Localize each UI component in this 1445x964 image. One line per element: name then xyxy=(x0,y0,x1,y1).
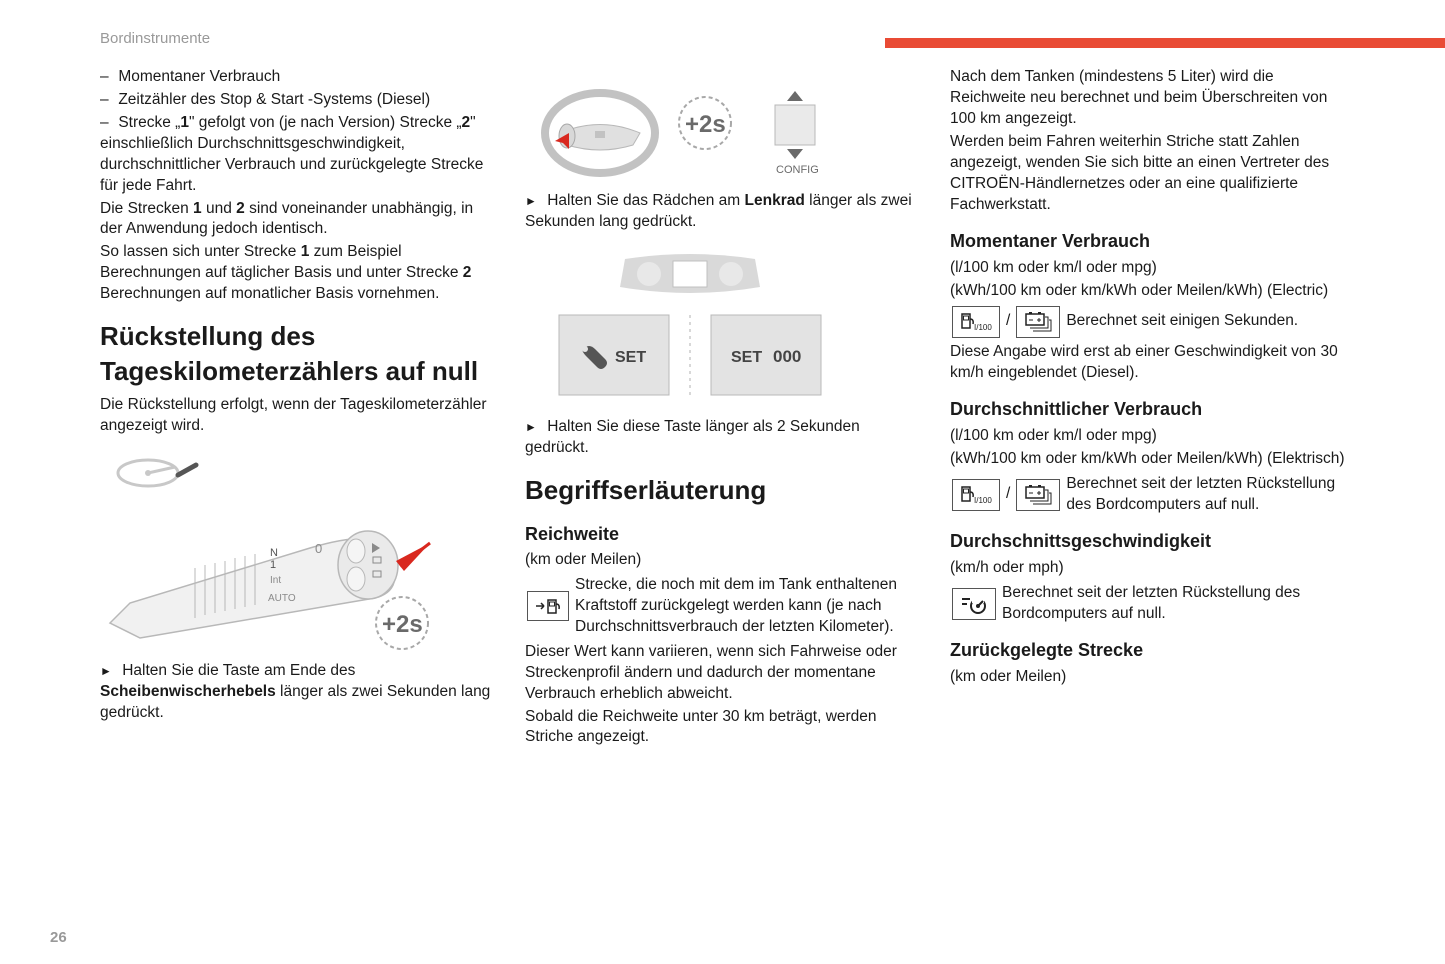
subheading-moment-consumption: Momentaner Verbrauch xyxy=(950,229,1345,253)
fuel-range-icon xyxy=(527,591,569,621)
units-line: (km/h oder mph) xyxy=(950,558,1345,579)
subheading-avg-speed: Durchschnittsgeschwindigkeit xyxy=(950,529,1345,553)
bullet-item: – Strecke „1" gefolgt von (je nach Versi… xyxy=(100,113,495,197)
dash-icon: – xyxy=(100,67,114,88)
bold-part: Lenkrad xyxy=(745,192,805,209)
reset-intro: Die Rückstellung erfolgt, wenn der Tages… xyxy=(100,395,495,437)
bold-part: Scheibenwischerhebels xyxy=(100,683,276,700)
icon-text-row: I/100 / Berechnet seit einigen Sekunden. xyxy=(950,306,1345,338)
battery-stack-icon xyxy=(1016,479,1060,511)
triangle-marker-icon: ► xyxy=(525,419,537,435)
page-container: Bordinstrumente – Momentaner Verbrauch –… xyxy=(0,0,1445,964)
svg-text:0: 0 xyxy=(315,541,322,556)
range-body-1: Strecke, die noch mit dem im Tank enthal… xyxy=(575,575,920,638)
column-1: – Momentaner Verbrauch – Zeitzähler des … xyxy=(100,67,495,750)
icon-text-row: I/100 / Berechnet seit der letzten Rücks… xyxy=(950,474,1345,516)
icon-text-row: Berechnet seit der letzten Rückstellung … xyxy=(950,583,1345,625)
bold-1: 1 xyxy=(180,114,189,131)
text-part: So lassen sich unter Strecke xyxy=(100,243,301,260)
set-buttons-diagram: SET SET 000 xyxy=(525,249,920,409)
moment-body-1: Berechnet seit einigen Sekunden. xyxy=(1066,311,1345,332)
triangle-marker-icon: ► xyxy=(525,193,537,209)
range-body-2: Dieser Wert kann variieren, wenn sich Fa… xyxy=(525,642,920,705)
bold-2: 2 xyxy=(462,114,471,131)
heading-reset-trip: Rückstellung des Tageskilometerzählers a… xyxy=(100,319,495,389)
units-line: (kWh/100 km oder km/kWh oder Meilen/kWh)… xyxy=(950,449,1345,470)
bullet-text: Zeitzähler des Stop & Start -Systems (Di… xyxy=(118,91,430,108)
bullet-item: – Zeitzähler des Stop & Start -Systems (… xyxy=(100,90,495,111)
units-line: (l/100 km oder km/l oder mpg) xyxy=(950,426,1345,447)
fuel-per-100-icon: I/100 xyxy=(952,479,1000,511)
heading-glossary: Begriffserläuterung xyxy=(525,473,920,508)
paragraph: So lassen sich unter Strecke 1 zum Beisp… xyxy=(100,242,495,305)
avg-speed-body: Berechnet seit der letzten Rückstellung … xyxy=(1002,583,1345,625)
text-part: Halten Sie die Taste am Ende des xyxy=(122,662,355,679)
paragraph: Nach dem Tanken (mindestens 5 Liter) wir… xyxy=(950,67,1345,130)
dash-icon: – xyxy=(100,113,114,134)
instruction-text: Halten Sie diese Taste länger als 2 Seku… xyxy=(525,418,860,456)
text-part: Halten Sie das Rädchen am xyxy=(547,192,744,209)
text-part: Berechnungen auf monatlicher Basis vorne… xyxy=(100,285,439,302)
bold-2: 2 xyxy=(463,264,472,281)
columns: – Momentaner Verbrauch – Zeitzähler des … xyxy=(100,67,1345,750)
svg-text:SET: SET xyxy=(731,349,762,366)
svg-text:CONFIG: CONFIG xyxy=(776,164,819,176)
bold-1: 1 xyxy=(193,200,202,217)
instruction: ► Halten Sie das Rädchen am Lenkrad läng… xyxy=(525,191,920,233)
units-line: (kWh/100 km oder km/kWh oder Meilen/kWh)… xyxy=(950,281,1345,302)
bullet-text-part: Strecke „ xyxy=(118,114,180,131)
steering-config-svg: +2s CONFIG xyxy=(525,83,855,183)
avg-speed-icon xyxy=(952,588,996,620)
slash-separator: / xyxy=(1006,484,1010,505)
wiper-stalk-diagram: N 1 0 Int AUTO +2s xyxy=(100,453,495,653)
svg-text:N: N xyxy=(270,547,278,559)
column-2: +2s CONFIG ► Halten Sie das Rädchen am L… xyxy=(525,67,920,750)
svg-text:+2s: +2s xyxy=(685,111,726,138)
icon-text-row: Strecke, die noch mit dem im Tank enthal… xyxy=(525,575,920,638)
instruction: ► Halten Sie diese Taste länger als 2 Se… xyxy=(525,417,920,459)
bullet-item: – Momentaner Verbrauch xyxy=(100,67,495,88)
subheading-distance: Zurückgelegte Strecke xyxy=(950,638,1345,662)
set-buttons-svg: SET SET 000 xyxy=(525,249,855,409)
steering-config-diagram: +2s CONFIG xyxy=(525,83,920,183)
svg-text:Int: Int xyxy=(270,575,281,586)
svg-text:SET: SET xyxy=(615,349,646,366)
paragraph: Werden beim Fahren weiterhin Striche sta… xyxy=(950,132,1345,216)
moment-body-2: Diese Angabe wird erst ab einer Geschwin… xyxy=(950,342,1345,384)
bullet-text: Momentaner Verbrauch xyxy=(118,68,280,85)
svg-text:AUTO: AUTO xyxy=(268,593,296,604)
bold-2: 2 xyxy=(236,200,245,217)
units-line: (l/100 km oder km/l oder mpg) xyxy=(950,258,1345,279)
svg-text:I/100: I/100 xyxy=(974,496,992,505)
avg-consumption-body: Berechnet seit der letzten Rückstellung … xyxy=(1066,474,1345,516)
paragraph: Die Strecken 1 und 2 sind voneinander un… xyxy=(100,199,495,241)
subheading-range: Reichweite xyxy=(525,522,920,546)
svg-text:+2s: +2s xyxy=(382,611,423,638)
battery-stack-icon xyxy=(1016,306,1060,338)
wiper-stalk-svg: N 1 0 Int AUTO +2s xyxy=(100,453,440,653)
text-part: und xyxy=(202,200,236,217)
text-part: Die Strecken xyxy=(100,200,193,217)
subheading-avg-consumption: Durchschnittlicher Verbrauch xyxy=(950,397,1345,421)
page-header: Bordinstrumente xyxy=(100,30,1345,47)
triangle-marker-icon: ► xyxy=(100,663,112,679)
bullet-text-part: " gefolgt von (je nach Version) Strecke … xyxy=(189,114,462,131)
svg-text:000: 000 xyxy=(773,347,801,366)
column-3: Nach dem Tanken (mindestens 5 Liter) wir… xyxy=(950,67,1345,750)
svg-text:I/100: I/100 xyxy=(974,323,992,332)
instruction: ► Halten Sie die Taste am Ende des Schei… xyxy=(100,661,495,724)
page-number: 26 xyxy=(50,929,67,946)
units-line: (km oder Meilen) xyxy=(950,667,1345,688)
units-line: (km oder Meilen) xyxy=(525,550,920,571)
svg-text:1: 1 xyxy=(270,559,276,571)
slash-separator: / xyxy=(1006,311,1010,332)
section-label: Bordinstrumente xyxy=(100,30,210,47)
fuel-per-100-icon: I/100 xyxy=(952,306,1000,338)
dash-icon: – xyxy=(100,90,114,111)
range-body-3: Sobald die Reichweite unter 30 km beträg… xyxy=(525,707,920,749)
